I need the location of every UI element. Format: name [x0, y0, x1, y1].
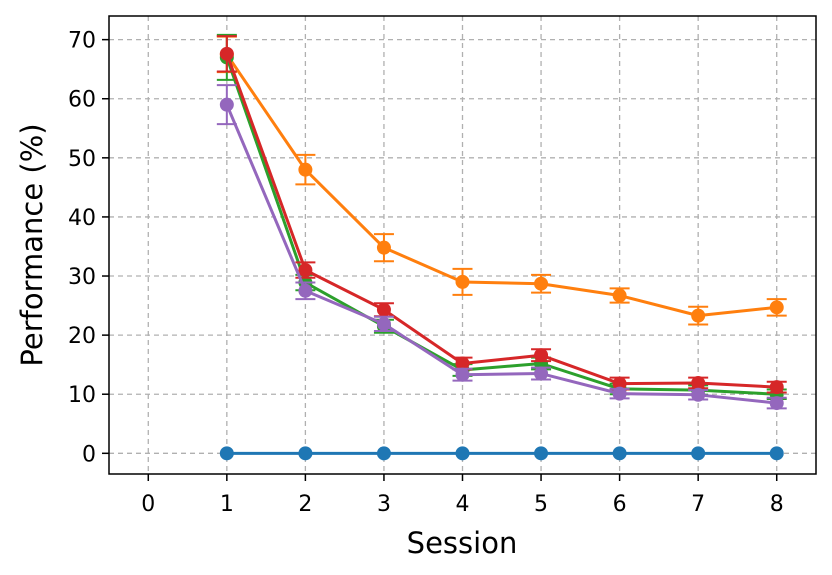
- data-point: [455, 446, 470, 461]
- x-tick-label: 5: [534, 492, 548, 517]
- y-tick-label: 0: [82, 442, 96, 467]
- x-tick-label: 6: [613, 492, 627, 517]
- series-line: [225, 56, 777, 396]
- data-point: [298, 162, 313, 177]
- series-line: [225, 53, 777, 318]
- series-layer: [216, 33, 787, 461]
- x-axis-label: Session: [407, 526, 518, 560]
- data-point: [455, 356, 470, 371]
- data-point: [219, 446, 234, 461]
- data-point: [534, 446, 549, 461]
- series-5: [216, 84, 787, 411]
- x-tick-label: 3: [377, 492, 391, 517]
- x-tick-label: 2: [298, 492, 312, 517]
- data-point: [455, 274, 470, 289]
- data-point: [219, 97, 234, 112]
- x-tick-label: 8: [770, 492, 784, 517]
- y-tick-label: 10: [68, 383, 96, 408]
- y-tick-label: 20: [68, 324, 96, 349]
- x-tick-label: 1: [220, 492, 234, 517]
- data-point: [376, 446, 391, 461]
- data-point: [769, 380, 784, 395]
- data-point: [612, 376, 627, 391]
- data-point: [534, 366, 549, 381]
- data-point: [376, 302, 391, 317]
- series-2: [216, 35, 787, 326]
- series-4: [216, 35, 787, 395]
- data-point: [691, 308, 706, 323]
- data-point: [691, 387, 706, 402]
- y-tick-label: 60: [68, 88, 96, 113]
- x-tick-label: 7: [691, 492, 705, 517]
- data-point: [691, 375, 706, 390]
- y-tick-label: 50: [68, 147, 96, 172]
- data-point: [376, 316, 391, 331]
- axis-ticks: 0 1 2 3 4 5 6 7 8 0 10 20 30 40 50 60 70: [68, 29, 784, 517]
- data-point: [376, 240, 391, 255]
- y-axis-label: Performance (%): [15, 123, 49, 366]
- data-point: [534, 276, 549, 291]
- series-3: [216, 33, 787, 402]
- data-point: [534, 348, 549, 363]
- data-point: [455, 367, 470, 382]
- data-point: [769, 446, 784, 461]
- data-point: [219, 46, 234, 61]
- data-point: [298, 446, 313, 461]
- data-point: [612, 386, 627, 401]
- y-tick-label: 70: [68, 29, 96, 54]
- grid-lines: [109, 16, 816, 474]
- x-tick-label: 4: [456, 492, 470, 517]
- series-line: [225, 53, 777, 389]
- y-tick-label: 30: [68, 265, 96, 290]
- data-point: [691, 446, 706, 461]
- data-point: [298, 263, 313, 278]
- data-point: [612, 288, 627, 303]
- data-point: [612, 446, 627, 461]
- data-point: [769, 396, 784, 411]
- data-point: [769, 300, 784, 315]
- data-point: [298, 283, 313, 298]
- x-tick-label: 0: [141, 492, 155, 517]
- series-1: [219, 446, 784, 461]
- y-tick-label: 40: [68, 206, 96, 231]
- series-line: [225, 104, 777, 405]
